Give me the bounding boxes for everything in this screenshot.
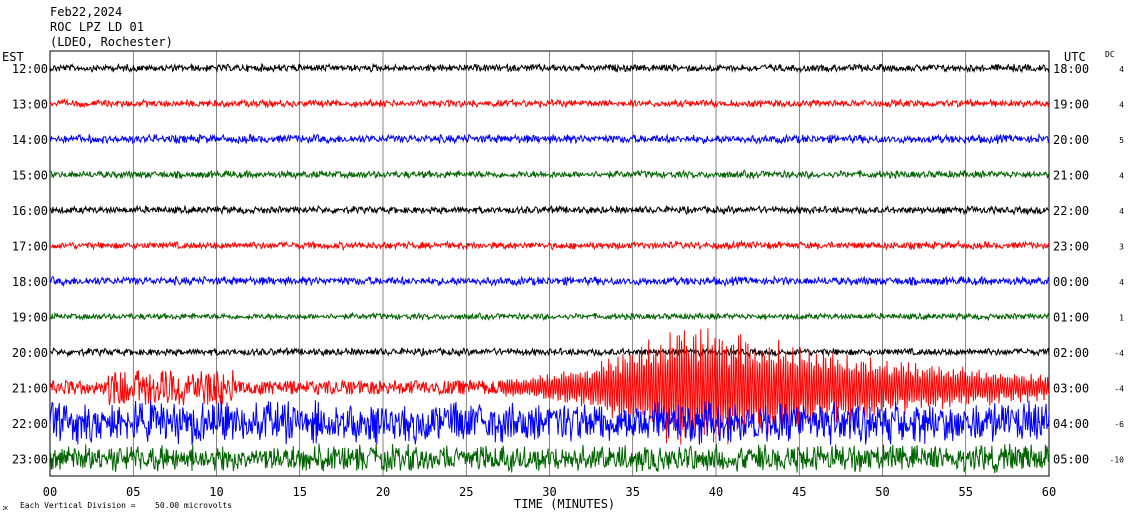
utc-time-label: 03:00 (1053, 382, 1089, 396)
x-tick-label: 60 (1042, 485, 1056, 499)
scale-text: Each Vertical Division = (20, 501, 136, 510)
trace-row-1300 (49, 97, 1050, 109)
trace-row-2200 (49, 400, 1050, 445)
est-time-label: 16:00 (12, 204, 48, 218)
est-time-label: 17:00 (12, 240, 48, 254)
utc-time-label: 23:00 (1053, 240, 1089, 254)
utc-time-label: 19:00 (1053, 98, 1089, 112)
dc-offset-label: 4 (1119, 172, 1124, 181)
station-label: ROC LPZ LD 01 (50, 20, 144, 34)
trace-row-2300 (49, 443, 1050, 474)
est-time-label: 14:00 (12, 133, 48, 147)
dc-offset-label: 4 (1119, 278, 1124, 287)
trace-row-1200 (49, 62, 1050, 74)
est-time-label: 22:00 (12, 417, 48, 431)
source-label: (LDEO, Rochester) (50, 35, 173, 49)
est-time-label: 19:00 (12, 311, 48, 325)
dc-offset-label: 4 (1119, 65, 1124, 74)
trace-row-1600 (49, 204, 1050, 216)
trace-row-2100 (49, 328, 1050, 445)
x-tick-label: 25 (459, 485, 473, 499)
scale-prefix: JK (2, 506, 8, 512)
dc-offset-label: -4 (1114, 385, 1124, 394)
x-tick-labels: 00 05 10 15 20 25 30 35 40 45 50 55 60 (43, 485, 1056, 499)
utc-time-label: 22:00 (1053, 204, 1089, 218)
dc-header-label: DC (1105, 50, 1115, 59)
est-time-label: 18:00 (12, 275, 48, 289)
est-time-label: 23:00 (12, 453, 48, 467)
utc-time-label: 20:00 (1053, 133, 1089, 147)
utc-time-label: 05:00 (1053, 453, 1089, 467)
x-tick-label: 10 (209, 485, 223, 499)
trace-row-1500 (49, 169, 1050, 181)
utc-time-label: 01:00 (1053, 311, 1089, 325)
dc-offset-label: -4 (1114, 349, 1124, 358)
x-tick-label: 50 (875, 485, 889, 499)
est-time-label: 20:00 (12, 346, 48, 360)
trace-row-1800 (49, 274, 1050, 288)
trace-row-1400 (49, 132, 1050, 145)
right-zone-label: UTC (1064, 50, 1086, 64)
left-zone-label: EST (2, 50, 24, 64)
est-time-label: 21:00 (12, 382, 48, 396)
dc-offset-label: -10 (1110, 456, 1125, 465)
x-tick-label: 00 (43, 485, 57, 499)
trace-row-1700 (49, 239, 1050, 252)
x-tick-label: 05 (126, 485, 140, 499)
scale-value: 50.00 microvolts (155, 501, 232, 510)
x-axis-title: TIME (MINUTES) (514, 497, 615, 511)
dc-offset-label: 5 (1119, 136, 1124, 145)
dc-offset-label: 4 (1119, 101, 1124, 110)
x-tick-label: 35 (626, 485, 640, 499)
utc-time-label: 04:00 (1053, 417, 1089, 431)
x-tick-label: 55 (959, 485, 973, 499)
trace-row-1900 (49, 311, 1050, 322)
dc-offset-label: 4 (1119, 207, 1124, 216)
dc-offset-label: 3 (1119, 243, 1124, 252)
dc-offset-label: -6 (1114, 420, 1124, 429)
x-tick-label: 45 (792, 485, 806, 499)
dc-offset-label: 1 (1119, 314, 1124, 323)
x-tick-label: 40 (709, 485, 723, 499)
utc-time-label: 00:00 (1053, 275, 1089, 289)
x-tick-label: 20 (376, 485, 390, 499)
x-tick-label: 30 (542, 485, 556, 499)
date-label: Feb22,2024 (50, 5, 122, 19)
row-labels: 12:00 18:00 4 13:00 19:00 4 14:00 20:00 5 15:00 21… (12, 62, 1124, 467)
est-time-label: 15:00 (12, 169, 48, 183)
x-tick-label: 15 (293, 485, 307, 499)
utc-time-label: 21:00 (1053, 169, 1089, 183)
seismic-traces (49, 62, 1050, 474)
est-time-label: 13:00 (12, 98, 48, 112)
trace-row-2000 (49, 346, 1050, 358)
utc-time-label: 18:00 (1053, 62, 1089, 76)
utc-time-label: 02:00 (1053, 346, 1089, 360)
est-time-label: 12:00 (12, 62, 48, 76)
